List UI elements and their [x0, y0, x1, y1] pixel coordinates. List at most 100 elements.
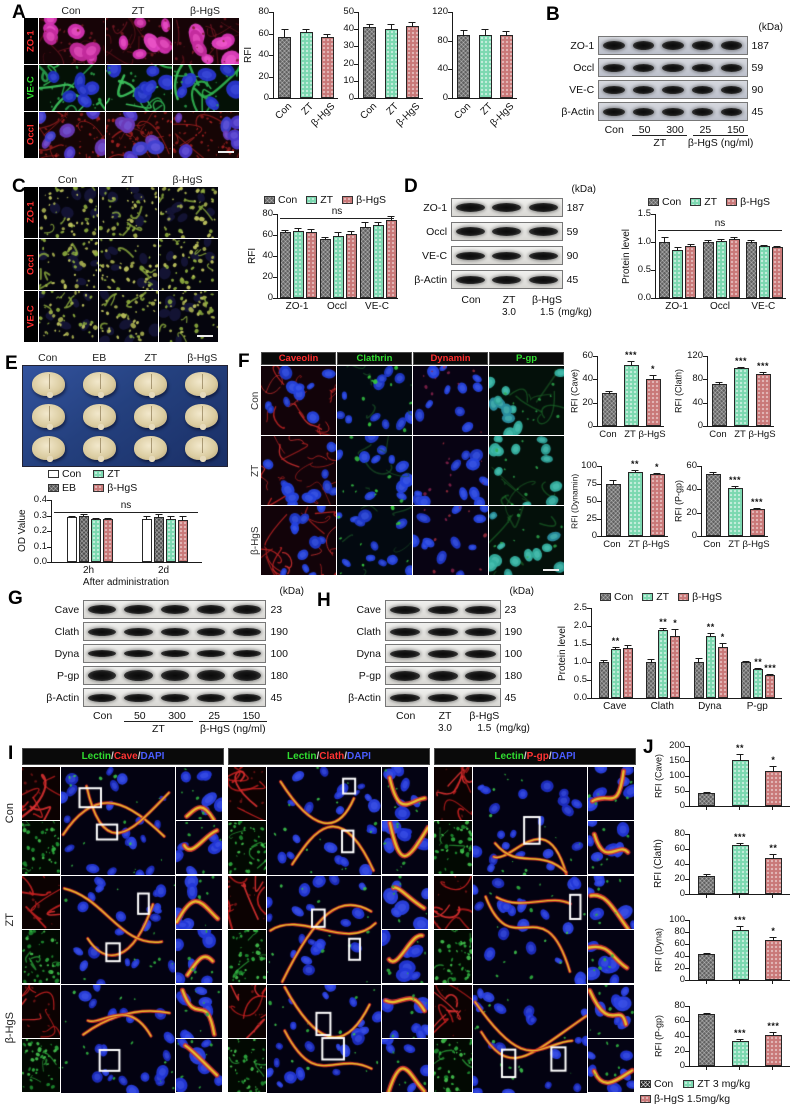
- column-header: Con: [38, 352, 58, 364]
- blot-lane-strip: [598, 36, 748, 55]
- plot-area: *** *: [689, 915, 790, 981]
- icell: [228, 767, 430, 875]
- i: [776, 246, 778, 249]
- error-bar: [687, 243, 695, 247]
- tkmark: [587, 626, 591, 627]
- inset-image-β-HgS: [588, 985, 634, 1038]
- merge-image-β-HgS: [61, 985, 175, 1093]
- icol: [228, 767, 266, 875]
- panel-j-legend: Con ZT 3 mg/kg β-HgS 1.5mg/kg: [640, 1078, 800, 1105]
- bar: *: [764, 926, 782, 980]
- legend-swatch: [648, 198, 659, 206]
- icol: [588, 985, 634, 1093]
- merge-header-part: /: [548, 751, 552, 762]
- icol: [176, 985, 222, 1093]
- tkmark: [651, 242, 655, 243]
- molecular-weight: 190: [270, 625, 288, 638]
- legend-swatch: [640, 1095, 651, 1103]
- protein-band: [389, 670, 421, 681]
- blot-lane-strip: [384, 688, 501, 707]
- micrograph-C-Occl-β-HgS: [159, 239, 218, 290]
- error-bar: [321, 237, 329, 241]
- protein-band: [632, 85, 655, 94]
- channel-red-β-HgS: [22, 985, 60, 1038]
- tkmark: [273, 298, 277, 299]
- protein-band: [160, 693, 189, 702]
- brow: β-Actin 45: [26, 688, 300, 707]
- bar: **: [731, 743, 749, 806]
- tkmark: [685, 834, 689, 835]
- icol: [434, 767, 472, 875]
- protein-band: [124, 670, 153, 681]
- inset-image-Con: [382, 821, 428, 874]
- merge-header-part: DAPI: [551, 751, 576, 762]
- blot-protein-label: β-Actin: [561, 105, 595, 118]
- bar: **: [627, 459, 643, 536]
- icell: [434, 767, 636, 875]
- brow: Clath 190: [334, 622, 530, 641]
- protein-band: [233, 650, 262, 657]
- y-tick-label: 50: [674, 785, 685, 796]
- merge-header-part: Clath: [319, 751, 345, 762]
- lane-label: Con: [461, 294, 481, 306]
- error-bar: [155, 513, 162, 519]
- bar: [66, 515, 77, 562]
- protein-band: [455, 203, 485, 212]
- tkmark: [448, 12, 452, 13]
- blot-lane-strip: [451, 222, 563, 241]
- molecular-weight: 90: [751, 83, 764, 96]
- panel-i-group-pgp: Lectin / P-gp / DAPI: [434, 748, 636, 1094]
- column-header: Con: [57, 174, 78, 186]
- span: β-HgS: [356, 194, 387, 206]
- micrograph-A-ZO-1-β-HgS: [173, 18, 239, 64]
- tkmark: [772, 981, 774, 984]
- significance-marker: *: [654, 462, 660, 473]
- y-tick-label: 0.5: [637, 264, 651, 275]
- x-category-label: β-HgS: [748, 429, 776, 440]
- bar: ***: [764, 1021, 782, 1066]
- i: [484, 29, 486, 36]
- significance-marker: **: [659, 617, 668, 628]
- icol: [22, 876, 60, 984]
- merge-header-part: P-gp: [526, 751, 549, 762]
- merge-header-part: DAPI: [347, 751, 371, 762]
- y-tick-label: 0: [679, 1060, 685, 1071]
- micrograph-A-VE-C-ZT: [106, 65, 172, 111]
- panel-h-western-blot: Cave 23 Clath 190 Dyna 100 P-gp 180 β-Actin 45 Con…: [334, 586, 534, 734]
- tkmark: [685, 849, 689, 850]
- legend-item: β-HgS: [726, 196, 770, 208]
- tkmark: [651, 270, 655, 271]
- blot-lane-strip: [451, 270, 563, 289]
- tkmark: [47, 531, 51, 532]
- protein-band: [455, 251, 485, 260]
- row-label: Con: [250, 391, 261, 411]
- i: [390, 217, 392, 222]
- icol: [382, 767, 428, 875]
- molecular-weight: 187: [566, 201, 585, 214]
- tkmark: [685, 791, 689, 792]
- bar: *: [717, 632, 728, 698]
- bar: [102, 517, 113, 562]
- y-tick-label: 40: [674, 950, 685, 961]
- significance-marker: ***: [734, 356, 748, 367]
- legend-swatch: [640, 1080, 651, 1088]
- row-label: VE-C: [24, 65, 38, 111]
- merge-header-part: Lectin: [81, 751, 112, 762]
- micrograph-F-Dynamin-Con: [413, 366, 488, 435]
- channel-green-ZT: [22, 930, 60, 983]
- panel-j-label: J: [643, 737, 654, 758]
- error-bar: [502, 31, 510, 36]
- protein-band: [528, 203, 558, 212]
- tkmark: [685, 980, 689, 981]
- error-bar: [609, 480, 617, 486]
- i: [284, 30, 286, 38]
- blot-lane-strip: [384, 600, 501, 619]
- icol: [434, 985, 472, 1093]
- merge-header-part: Lectin: [494, 751, 524, 762]
- panel-f-label: F: [238, 351, 250, 372]
- tkmark: [651, 214, 655, 215]
- blot-lane-strip: [83, 644, 267, 663]
- error-bar: [661, 236, 669, 243]
- bar: *: [645, 364, 661, 426]
- tkmark: [697, 536, 701, 537]
